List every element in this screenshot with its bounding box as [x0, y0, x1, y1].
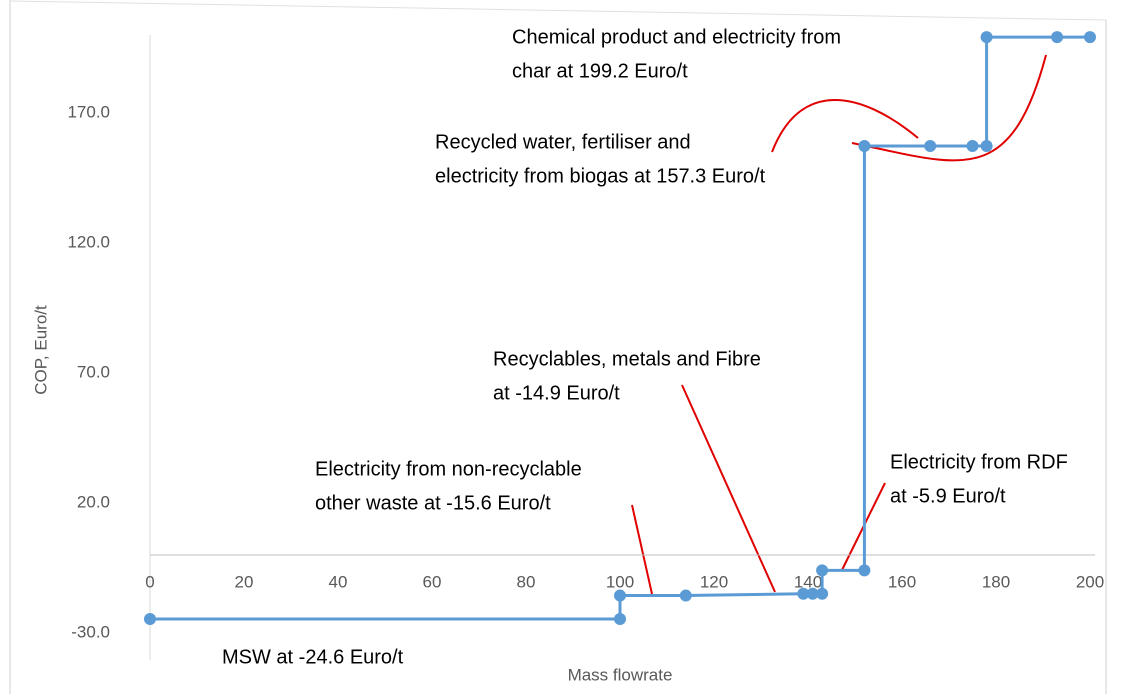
leader [771, 99, 919, 153]
x-tick-label: 20 [235, 572, 254, 591]
point [816, 564, 829, 577]
x-tick-label: 200 [1076, 572, 1104, 591]
annotation: other waste at -15.6 Euro/t [315, 492, 551, 514]
y-tick-label: 170.0 [67, 102, 110, 121]
leader [631, 504, 653, 595]
x-tick-label: 40 [329, 572, 348, 591]
leader [681, 384, 776, 593]
x-tick-label: 120 [700, 572, 728, 591]
x-tick-label: 0 [145, 572, 154, 591]
point [679, 589, 692, 602]
point [980, 31, 993, 44]
point [144, 612, 156, 625]
y-tick-label: -30.0 [71, 622, 110, 641]
y-tick-label: 70.0 [77, 362, 110, 381]
x-tick-label: 100 [606, 572, 634, 591]
x-tick-label: 180 [982, 572, 1010, 591]
leader-lines [631, 54, 1047, 595]
point [966, 140, 979, 153]
point [614, 612, 626, 625]
point [806, 587, 819, 600]
annotation: Recycled water, fertiliser and [435, 131, 691, 153]
annotation: at -14.9 Euro/t [493, 382, 620, 404]
point [858, 140, 871, 153]
annotation: Recyclables, metals and Fibre [493, 348, 761, 370]
series-line [150, 35, 1090, 621]
frame [9, 0, 1107, 21]
x-tick-label: 160 [888, 572, 916, 591]
y-tick-label: 20.0 [77, 492, 110, 511]
point [614, 589, 626, 602]
x-tick-label: 140 [794, 572, 822, 591]
point [924, 140, 937, 153]
annotation: at -5.9 Euro/t [890, 485, 1006, 507]
point [797, 587, 810, 600]
point [816, 587, 829, 600]
point [980, 140, 993, 153]
x-tick-label: 80 [517, 572, 536, 591]
annotation: Electricity from non-recyclable [315, 458, 582, 480]
x-tick-label: 60 [423, 572, 442, 591]
y-tick-label: 120.0 [67, 232, 110, 251]
leader [851, 54, 1047, 162]
x-axis-label: Mass flowrate [568, 665, 673, 684]
point [1051, 31, 1064, 44]
annotation: electricity from biogas at 157.3 Euro/t [435, 165, 766, 187]
annotation: char at 199.2 Euro/t [512, 60, 688, 82]
point [1084, 31, 1096, 44]
point [858, 564, 871, 577]
annotation: Chemical product and electricity from [512, 26, 841, 48]
annotation: MSW at -24.6 Euro/t [222, 646, 404, 668]
annotation: Electricity from RDF [890, 451, 1068, 473]
y-axis-label: COP, Euro/t [31, 305, 50, 395]
